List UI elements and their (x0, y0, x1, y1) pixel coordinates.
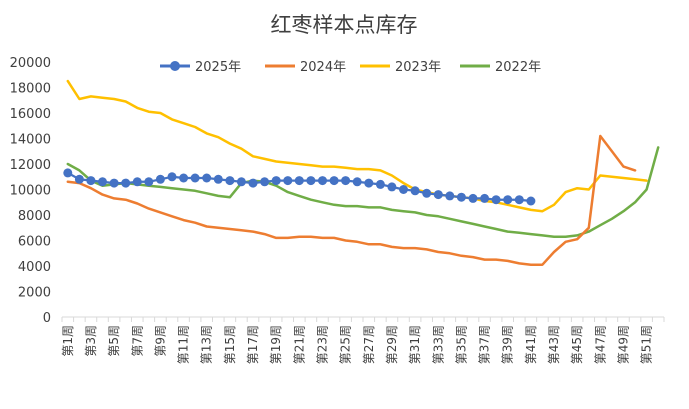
x-tick-label: 第27周 (362, 325, 376, 364)
x-tick-label: 第31周 (408, 325, 422, 364)
series-line-2023年 (66, 79, 648, 213)
data-point (387, 182, 397, 192)
data-point (109, 178, 119, 188)
data-point (248, 178, 258, 188)
x-tick-label: 第29周 (385, 325, 399, 364)
x-tick-label: 第33周 (431, 325, 445, 364)
data-point (352, 177, 362, 187)
x-tick-label: 第51周 (640, 325, 654, 364)
data-point (306, 176, 316, 186)
legend-marker (170, 61, 180, 71)
series-line-2022年 (66, 146, 660, 238)
data-point (271, 176, 281, 186)
x-tick-label: 第47周 (593, 325, 607, 364)
data-point (433, 190, 443, 200)
x-tick-label: 第9周 (153, 325, 167, 357)
x-tick-label: 第17周 (246, 325, 260, 364)
data-point (132, 177, 142, 187)
data-point (260, 177, 270, 187)
legend-label: 2025年 (195, 60, 241, 75)
data-point (283, 176, 293, 186)
data-point (491, 195, 501, 205)
legend-label: 2022年 (495, 60, 541, 75)
x-tick-label: 第41周 (524, 325, 538, 364)
data-point (399, 185, 408, 194)
data-point (236, 177, 246, 187)
x-tick-label: 第21周 (292, 325, 306, 364)
data-point (468, 193, 478, 203)
data-point (121, 178, 131, 188)
data-point (74, 174, 84, 184)
series-line-2024年 (66, 134, 637, 266)
data-point (375, 179, 385, 189)
data-point (410, 186, 420, 196)
data-point (422, 188, 432, 198)
data-point (456, 192, 466, 202)
data-point (514, 195, 524, 205)
y-tick-label: 2000 (18, 286, 51, 301)
y-tick-label: 20000 (10, 56, 51, 71)
x-tick-label: 第35周 (454, 325, 468, 364)
data-point (167, 172, 177, 182)
plot-area (63, 79, 660, 266)
data-point (155, 174, 165, 184)
data-point (225, 176, 235, 186)
x-tick-label: 第7周 (130, 325, 144, 357)
y-tick-label: 0 (43, 311, 51, 326)
y-tick-label: 18000 (10, 82, 51, 97)
data-point (503, 195, 513, 205)
y-tick-label: 12000 (10, 158, 51, 173)
chart-legend: 2025年 2024年 2023年 2022年 (160, 60, 541, 75)
data-point (213, 174, 223, 184)
data-point (480, 193, 490, 203)
y-tick-label: 4000 (18, 260, 51, 275)
data-point (526, 196, 536, 206)
y-tick-label: 6000 (18, 235, 51, 250)
data-point (445, 191, 455, 201)
data-point (98, 177, 107, 187)
data-point (329, 176, 339, 186)
legend-label: 2024年 (300, 60, 346, 75)
data-point (63, 168, 73, 178)
y-tick-label: 10000 (10, 184, 51, 199)
x-tick-label: 第1周 (61, 325, 75, 357)
legend-label: 2023年 (395, 60, 441, 75)
x-tick-label: 第19周 (269, 325, 283, 364)
x-tick-label: 第45周 (570, 325, 584, 364)
data-point (144, 177, 154, 187)
data-point (202, 173, 212, 183)
chart-title: 红枣样本点库存 (271, 13, 418, 37)
x-tick-label: 第15周 (223, 325, 237, 364)
data-point (294, 176, 304, 186)
x-tick-label: 第37周 (478, 325, 492, 364)
x-tick-label: 第39周 (501, 325, 515, 364)
y-tick-label: 16000 (10, 107, 51, 122)
x-tick-label: 第25周 (339, 325, 353, 364)
x-tick-label: 第5周 (107, 325, 121, 357)
data-point (179, 173, 189, 183)
x-tick-label: 第43周 (547, 325, 561, 364)
x-tick-label: 第3周 (84, 325, 98, 357)
y-tick-label: 14000 (10, 133, 51, 148)
chart-axes: 0 2000 4000 6000 8000 10000 12000 14000 16000 180… (10, 56, 665, 364)
x-tick-label: 第11周 (177, 325, 191, 364)
y-tick-label: 8000 (18, 209, 51, 224)
data-point (318, 176, 327, 186)
data-point (86, 176, 96, 186)
data-point (190, 173, 200, 183)
x-tick-label: 第49周 (616, 325, 630, 364)
x-tick-label: 第23周 (315, 325, 329, 364)
data-point (364, 178, 374, 188)
data-point (341, 176, 351, 186)
x-tick-label: 第13周 (200, 325, 214, 364)
